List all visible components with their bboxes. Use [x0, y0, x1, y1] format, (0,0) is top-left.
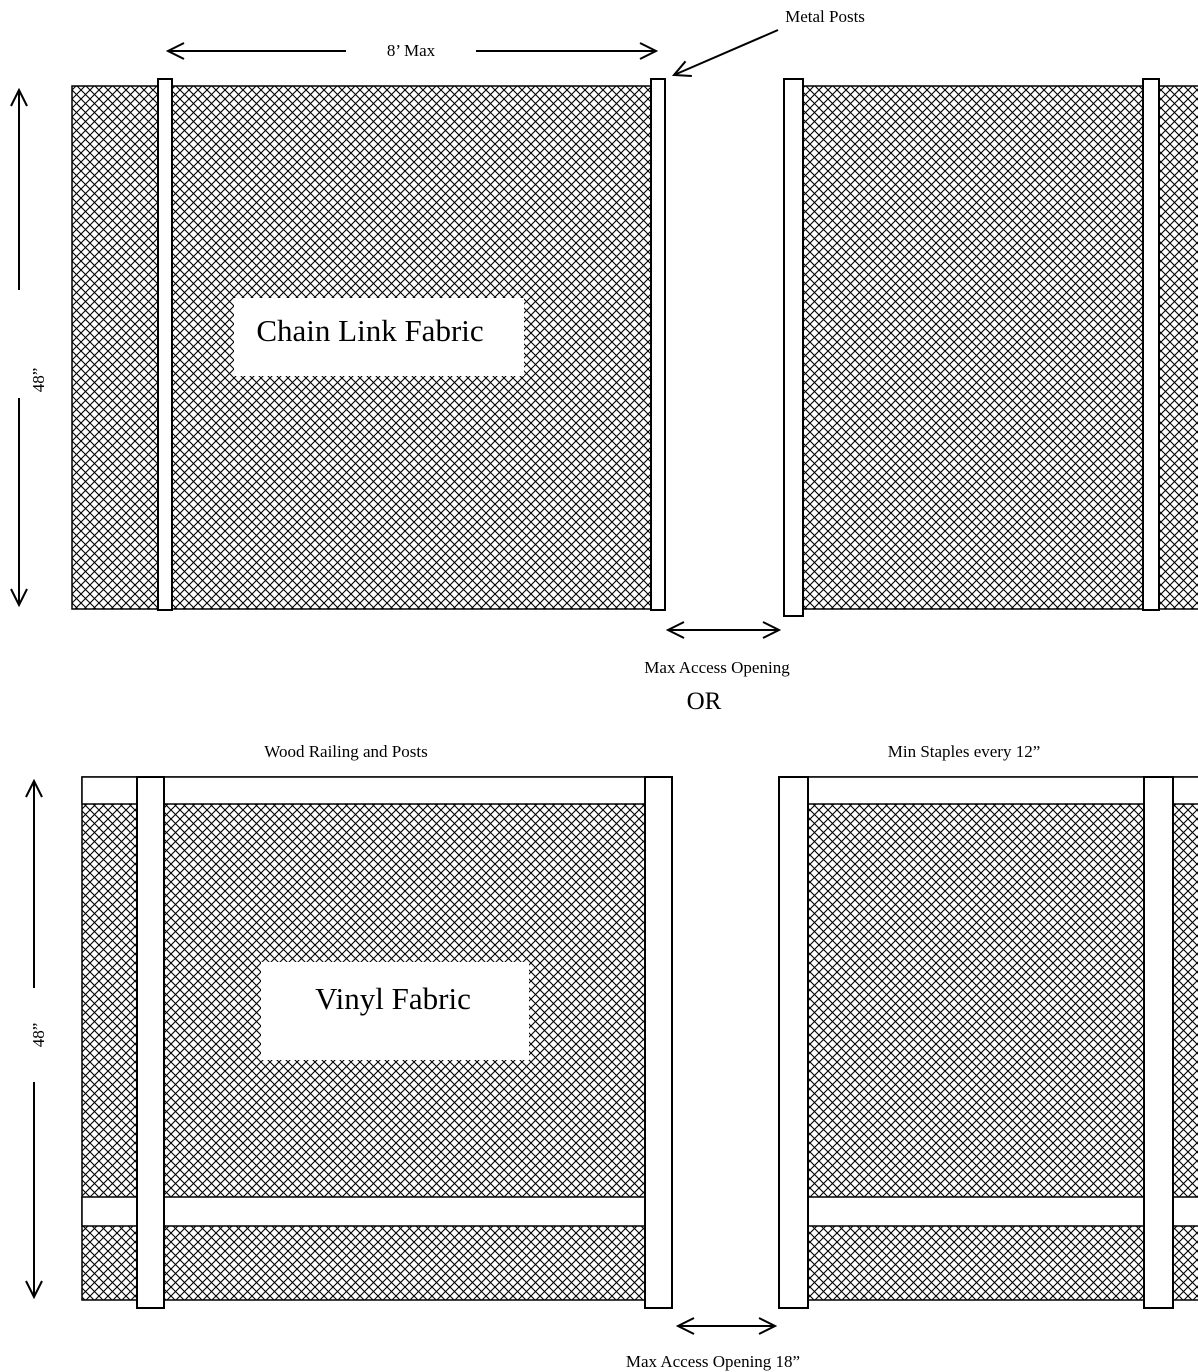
- metal-post: [157, 78, 173, 611]
- height-dimension-label: 48”: [29, 368, 48, 393]
- chain-link-label-box: [234, 298, 524, 376]
- wood-post: [644, 776, 673, 1309]
- access-opening-label: Max Access Opening 18”: [626, 1352, 800, 1371]
- wood-bottom-rail: [81, 1196, 673, 1227]
- wood-top-rail: [81, 776, 673, 805]
- wood-bottom-rail: [778, 1196, 1198, 1227]
- wood-post: [778, 776, 809, 1309]
- metal-posts-label: Metal Posts: [785, 7, 865, 26]
- wood-post: [1143, 776, 1174, 1309]
- or-separator: OR: [687, 688, 722, 715]
- wood-railing-label: Wood Railing and Posts: [264, 742, 427, 761]
- vinyl-fabric-label: Vinyl Fabric: [315, 981, 471, 1016]
- metal-post: [783, 78, 804, 617]
- chain-link-section: Chain Link Fabric 8’ Max Metal Posts 48”…: [19, 7, 1198, 677]
- chain-link-fabric-panel-right: [785, 85, 1198, 610]
- metal-post: [1142, 78, 1160, 611]
- metal-posts-pointer-arrow: [674, 29, 779, 75]
- wood-post: [136, 776, 165, 1309]
- width-dimension-label: 8’ Max: [387, 41, 436, 60]
- wood-top-rail: [778, 776, 1198, 805]
- staples-label: Min Staples every 12”: [888, 742, 1041, 761]
- access-opening-label: Max Access Opening: [644, 658, 790, 677]
- chain-link-fabric-label: Chain Link Fabric: [256, 313, 483, 348]
- vinyl-section: Vinyl Fabric Wood Railing and Posts Min …: [29, 742, 1198, 1371]
- metal-post: [650, 78, 666, 611]
- vinyl-label-box: [261, 962, 529, 1060]
- height-dimension-label: 48”: [29, 1023, 48, 1048]
